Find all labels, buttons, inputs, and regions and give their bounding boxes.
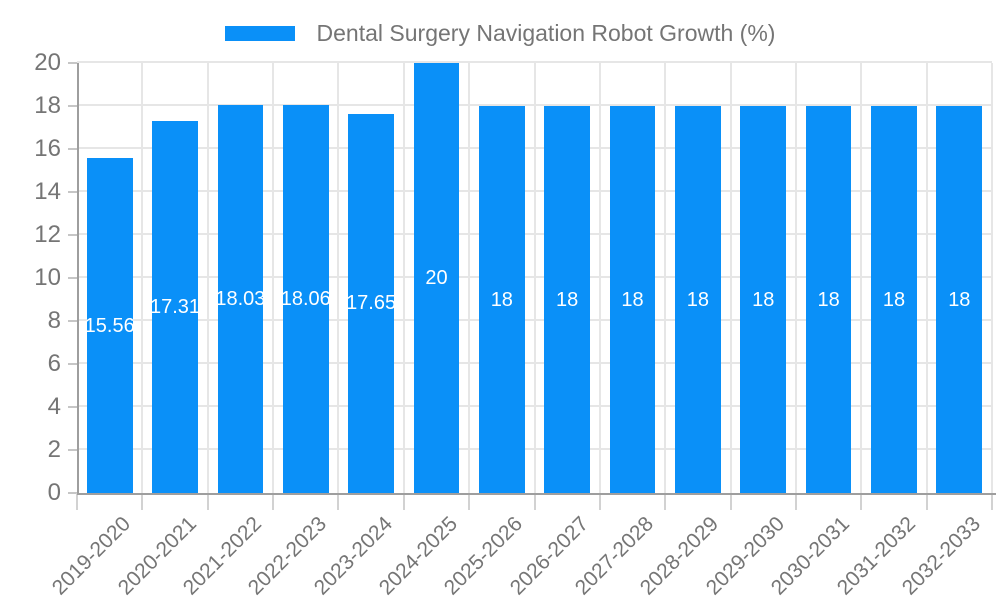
x-gridline: [337, 63, 340, 493]
bar: 18.03: [215, 105, 266, 493]
y-axis-tick: [68, 449, 77, 451]
x-axis-tick: [794, 493, 797, 510]
y-axis-tick: [68, 277, 77, 279]
x-gridline: [272, 63, 275, 493]
y-axis-tick: [68, 105, 77, 107]
y-axis-tick: [68, 148, 77, 150]
x-gridline: [729, 63, 732, 493]
x-gridline: [991, 63, 993, 493]
chart-legend[interactable]: Dental Surgery Navigation Robot Growth (…: [0, 20, 1000, 47]
y-axis-tick: [68, 62, 77, 64]
y-axis-tick: [68, 320, 77, 322]
y-axis-tick-label: 16: [34, 135, 61, 162]
x-axis-tick: [76, 493, 78, 510]
bar: 20: [413, 63, 460, 493]
y-axis-tick: [68, 363, 77, 365]
x-axis-tick: [925, 493, 928, 510]
x-axis-line: [77, 493, 996, 495]
y-axis-tick-label: 0: [47, 479, 61, 506]
x-gridline: [925, 63, 928, 493]
x-axis-tick: [272, 493, 275, 510]
legend-swatch-icon: [224, 26, 295, 41]
bar: 18: [675, 106, 721, 493]
y-axis-tick-label: 10: [34, 264, 61, 291]
bar-value-label: 18.03: [215, 288, 266, 311]
bar-chart-plot-area: 0 2 4 6 8 10 12 14 16 18 20 15.56 17.31 18.03 18.06 17.…: [34, 51, 996, 600]
bar-value-label: 18: [556, 288, 579, 311]
y-gridline: [77, 61, 992, 63]
y-axis-tick-label: 14: [34, 178, 61, 205]
y-axis-tick-label: 20: [34, 49, 61, 76]
x-axis-tick: [206, 493, 209, 510]
x-axis-tick: [533, 493, 536, 510]
bar: 17.65: [346, 113, 397, 493]
x-axis-tick: [664, 493, 667, 510]
y-axis-tick-label: 8: [47, 307, 61, 334]
bar-value-label: 18.06: [280, 287, 331, 310]
bar: 18: [805, 106, 852, 493]
bar-value-label: 18: [882, 288, 906, 311]
y-axis-tick: [68, 191, 77, 193]
x-gridline: [598, 63, 601, 493]
y-axis-tick: [68, 406, 77, 408]
x-gridline: [533, 63, 536, 493]
x-axis-tick: [729, 493, 732, 510]
bar-value-label: 20: [425, 267, 448, 289]
bar: 18: [871, 106, 917, 493]
x-axis-tick: [337, 493, 340, 510]
y-axis-tick-label: 4: [47, 393, 61, 420]
y-axis-tick: [68, 234, 77, 236]
y-axis-tick-label: 12: [34, 221, 61, 248]
bar-value-label: 17.31: [150, 295, 201, 318]
x-axis-tick: [402, 493, 405, 510]
x-axis-tick: [141, 493, 144, 510]
x-axis-tick: [598, 493, 601, 510]
bar-value-label: 18: [490, 288, 513, 311]
bar: 18: [478, 106, 525, 493]
x-gridline: [402, 63, 405, 493]
x-axis-tick: [991, 493, 993, 510]
x-gridline: [794, 63, 797, 493]
bar-value-label: 18: [817, 288, 840, 311]
y-axis-tick: [68, 492, 77, 494]
x-gridline: [141, 63, 144, 493]
legend-series-label: Dental Surgery Navigation Robot Growth (…: [316, 20, 776, 46]
bar-value-label: 18: [621, 288, 644, 311]
bar-value-label: 17.65: [346, 292, 397, 315]
x-axis-tick: [468, 493, 471, 510]
x-axis-tick: [860, 493, 863, 510]
x-gridline: [206, 63, 209, 493]
bar: 18: [609, 106, 656, 493]
bar: 15.56: [84, 158, 135, 493]
y-axis-line: [77, 63, 79, 493]
bar: 18: [740, 106, 787, 493]
bar: 18.06: [280, 104, 331, 493]
bar-value-label: 15.56: [84, 314, 135, 337]
y-axis-tick-label: 6: [47, 350, 61, 377]
x-gridline: [664, 63, 667, 493]
x-gridline: [860, 63, 863, 493]
y-axis-tick-label: 18: [34, 92, 61, 119]
x-gridline: [468, 63, 471, 493]
bar-value-label: 18: [686, 288, 710, 311]
bar-value-label: 18: [948, 288, 971, 311]
bar-value-label: 18: [752, 288, 775, 311]
y-axis-tick-label: 2: [47, 436, 61, 463]
bar: 18: [936, 106, 983, 493]
bar: 18: [544, 106, 591, 493]
bar: 17.31: [150, 120, 201, 493]
